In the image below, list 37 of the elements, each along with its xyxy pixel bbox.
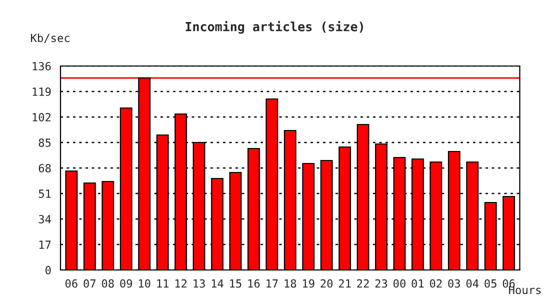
y-tick-label: 102 <box>32 113 51 122</box>
x-tick-label: 01 <box>412 279 424 288</box>
x-tick-label: 13 <box>194 279 205 288</box>
x-tick-label: 06 <box>65 279 78 288</box>
x-tick-label: 14 <box>212 279 224 288</box>
y-tick-label: 34 <box>38 215 51 224</box>
x-tick-label: 20 <box>320 279 333 288</box>
x-tick-label: 12 <box>175 279 187 288</box>
x-tick-label: 02 <box>430 279 442 288</box>
x-tick-label: 09 <box>120 279 132 288</box>
x-tick-label: 10 <box>138 279 150 288</box>
y-tick-label: 17 <box>39 240 51 249</box>
y-tick-label: 51 <box>38 190 51 198</box>
y-tick-label: 0 <box>46 266 51 274</box>
x-tick-label: 19 <box>302 279 314 288</box>
x-axis-title: Hours <box>509 286 541 294</box>
x-tick-label: 03 <box>448 279 460 288</box>
y-tick-label: 85 <box>38 138 51 147</box>
x-tick-label: 23 <box>375 279 388 288</box>
x-tick-label: 16 <box>248 279 260 288</box>
y-tick-label: 68 <box>38 164 51 172</box>
x-tick-label: 00 <box>394 279 406 288</box>
x-tick-label: 11 <box>157 279 168 288</box>
x-tick-label: 22 <box>357 279 369 288</box>
x-tick-label: 07 <box>84 279 96 288</box>
x-tick-label: 06 <box>502 279 515 288</box>
y-tick-label: 136 <box>32 62 51 70</box>
x-tick-label: 15 <box>230 279 242 288</box>
x-tick-label: 08 <box>102 279 114 288</box>
x-tick-label: 04 <box>466 279 479 288</box>
y-axis-title: Kb/sec <box>30 34 70 44</box>
chart-title: Incoming articles (size) <box>186 20 363 34</box>
x-tick-label: 05 <box>484 279 496 288</box>
x-tick-label: 17 <box>266 279 278 288</box>
x-tick-label: 18 <box>284 279 296 288</box>
y-tick-label: 119 <box>32 88 51 96</box>
x-tick-label: 21 <box>338 279 351 288</box>
